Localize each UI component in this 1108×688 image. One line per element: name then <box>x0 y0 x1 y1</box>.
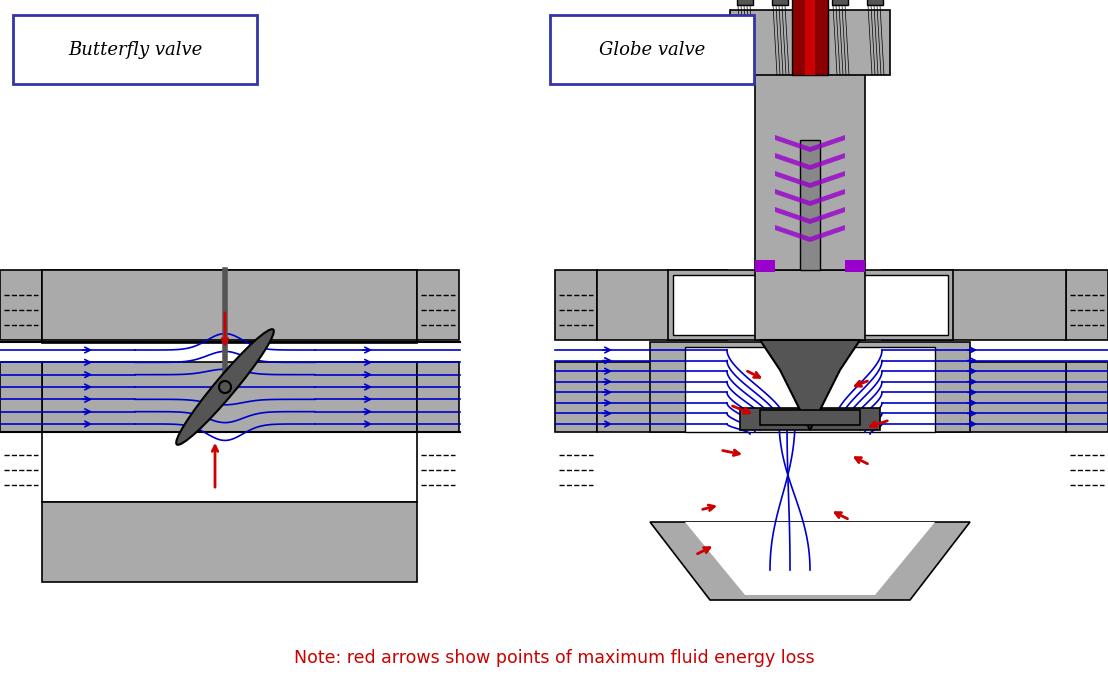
Bar <box>555 362 597 432</box>
Bar <box>1066 270 1108 340</box>
Polygon shape <box>774 171 845 188</box>
Bar <box>597 362 727 432</box>
Bar <box>668 270 953 340</box>
Polygon shape <box>774 189 845 206</box>
Bar <box>792 0 828 75</box>
Polygon shape <box>774 225 845 242</box>
FancyBboxPatch shape <box>550 15 755 84</box>
Bar <box>755 270 865 340</box>
Text: Globe valve: Globe valve <box>599 41 705 59</box>
FancyBboxPatch shape <box>13 15 257 84</box>
Polygon shape <box>774 207 845 224</box>
Bar <box>1066 362 1108 432</box>
Polygon shape <box>774 135 845 152</box>
Bar <box>765 275 855 335</box>
Bar <box>417 362 459 432</box>
Bar <box>0 270 42 340</box>
Bar <box>0 362 42 432</box>
Bar <box>417 270 459 340</box>
Bar <box>832 0 848 5</box>
Bar <box>737 0 753 5</box>
Polygon shape <box>650 522 970 600</box>
Bar <box>882 270 1066 340</box>
Bar <box>42 362 417 432</box>
Bar <box>806 0 815 75</box>
Bar <box>597 270 727 340</box>
Bar <box>740 408 880 430</box>
Bar <box>555 270 597 340</box>
Bar <box>42 502 417 582</box>
Text: Note: red arrows show points of maximum fluid energy loss: Note: red arrows show points of maximum … <box>294 649 814 667</box>
Bar <box>845 260 865 272</box>
Bar <box>42 270 417 340</box>
Bar <box>42 270 417 342</box>
Bar <box>42 275 417 343</box>
Bar <box>755 70 865 270</box>
Bar <box>760 410 860 425</box>
Polygon shape <box>774 153 845 170</box>
Bar <box>755 260 774 272</box>
Bar <box>42 422 417 502</box>
Bar <box>772 0 788 5</box>
Bar <box>882 362 1066 432</box>
Ellipse shape <box>176 329 274 445</box>
Polygon shape <box>760 340 860 430</box>
Bar <box>685 347 935 432</box>
Circle shape <box>219 381 230 393</box>
Bar <box>858 275 948 335</box>
Bar <box>730 10 890 75</box>
Text: Butterfly valve: Butterfly valve <box>68 41 202 59</box>
Bar <box>673 275 763 335</box>
Bar <box>0 342 460 432</box>
Bar <box>800 140 820 270</box>
Bar <box>866 0 883 5</box>
Bar <box>650 342 970 432</box>
Polygon shape <box>685 522 935 595</box>
